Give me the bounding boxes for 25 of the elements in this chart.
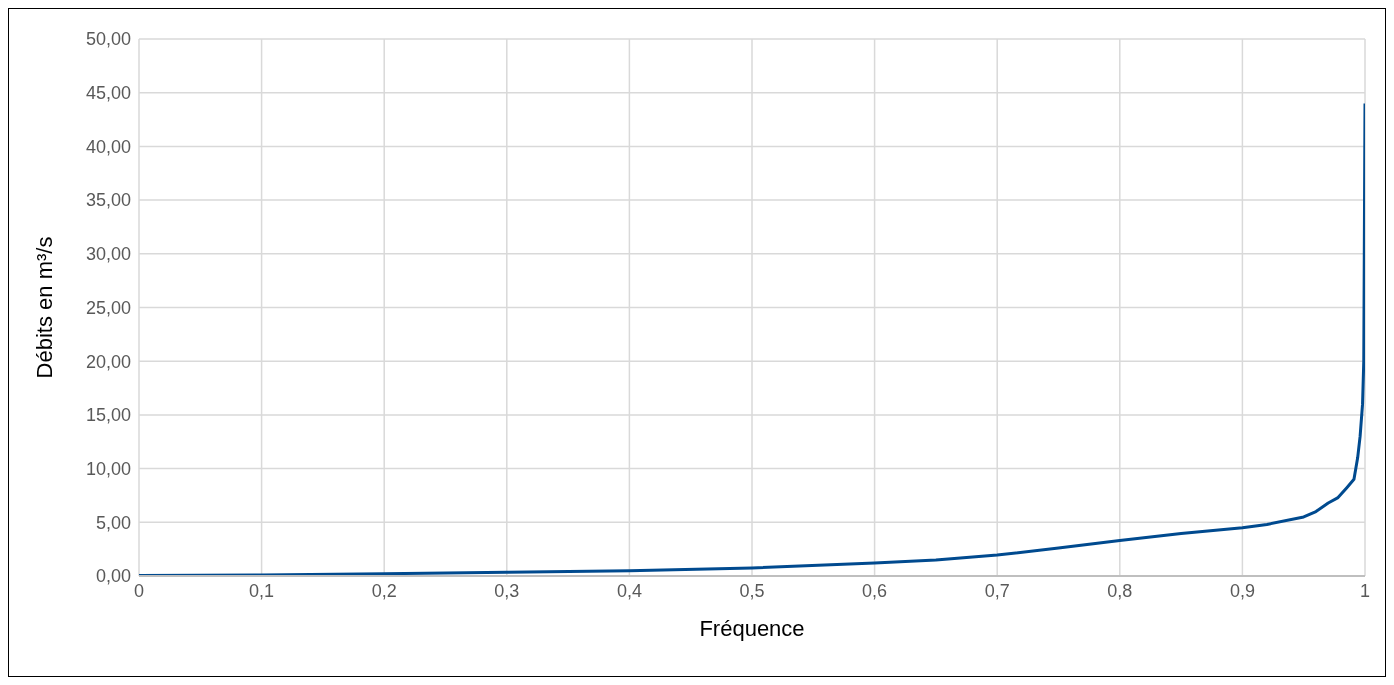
x-tick-label: 0,9 <box>1229 580 1255 601</box>
x-tick-label: 0,6 <box>862 580 888 601</box>
x-tick-label: 0,3 <box>494 580 520 601</box>
x-tick-label: 0,1 <box>249 580 275 601</box>
y-tick-label: 30,00 <box>85 244 131 265</box>
y-tick-label: 45,00 <box>85 83 131 104</box>
y-tick-label: 10,00 <box>85 458 131 479</box>
x-tick-label: 0,8 <box>1107 580 1133 601</box>
x-tick-label: 0,5 <box>739 580 765 601</box>
x-tick-label: 1 <box>1359 580 1371 601</box>
y-tick-label: 15,00 <box>85 405 131 426</box>
x-tick-label: 0,7 <box>984 580 1010 601</box>
y-tick-label: 50,00 <box>85 29 131 50</box>
x-axis-title: Fréquence <box>699 616 805 641</box>
y-tick-label: 25,00 <box>85 297 131 318</box>
line-series <box>139 101 1365 576</box>
x-tick-label: 0,4 <box>616 580 642 601</box>
y-axis-title: Débits en m³/s <box>31 236 57 379</box>
y-tick-label: 5,00 <box>95 512 131 533</box>
y-tick-label: 40,00 <box>85 136 131 157</box>
y-tick-label: 35,00 <box>85 190 131 211</box>
y-tick-label: 20,00 <box>85 351 131 372</box>
x-tick-label: 0 <box>133 580 145 601</box>
x-tick-label: 0,2 <box>371 580 397 601</box>
y-tick-label: 0,00 <box>95 566 131 587</box>
